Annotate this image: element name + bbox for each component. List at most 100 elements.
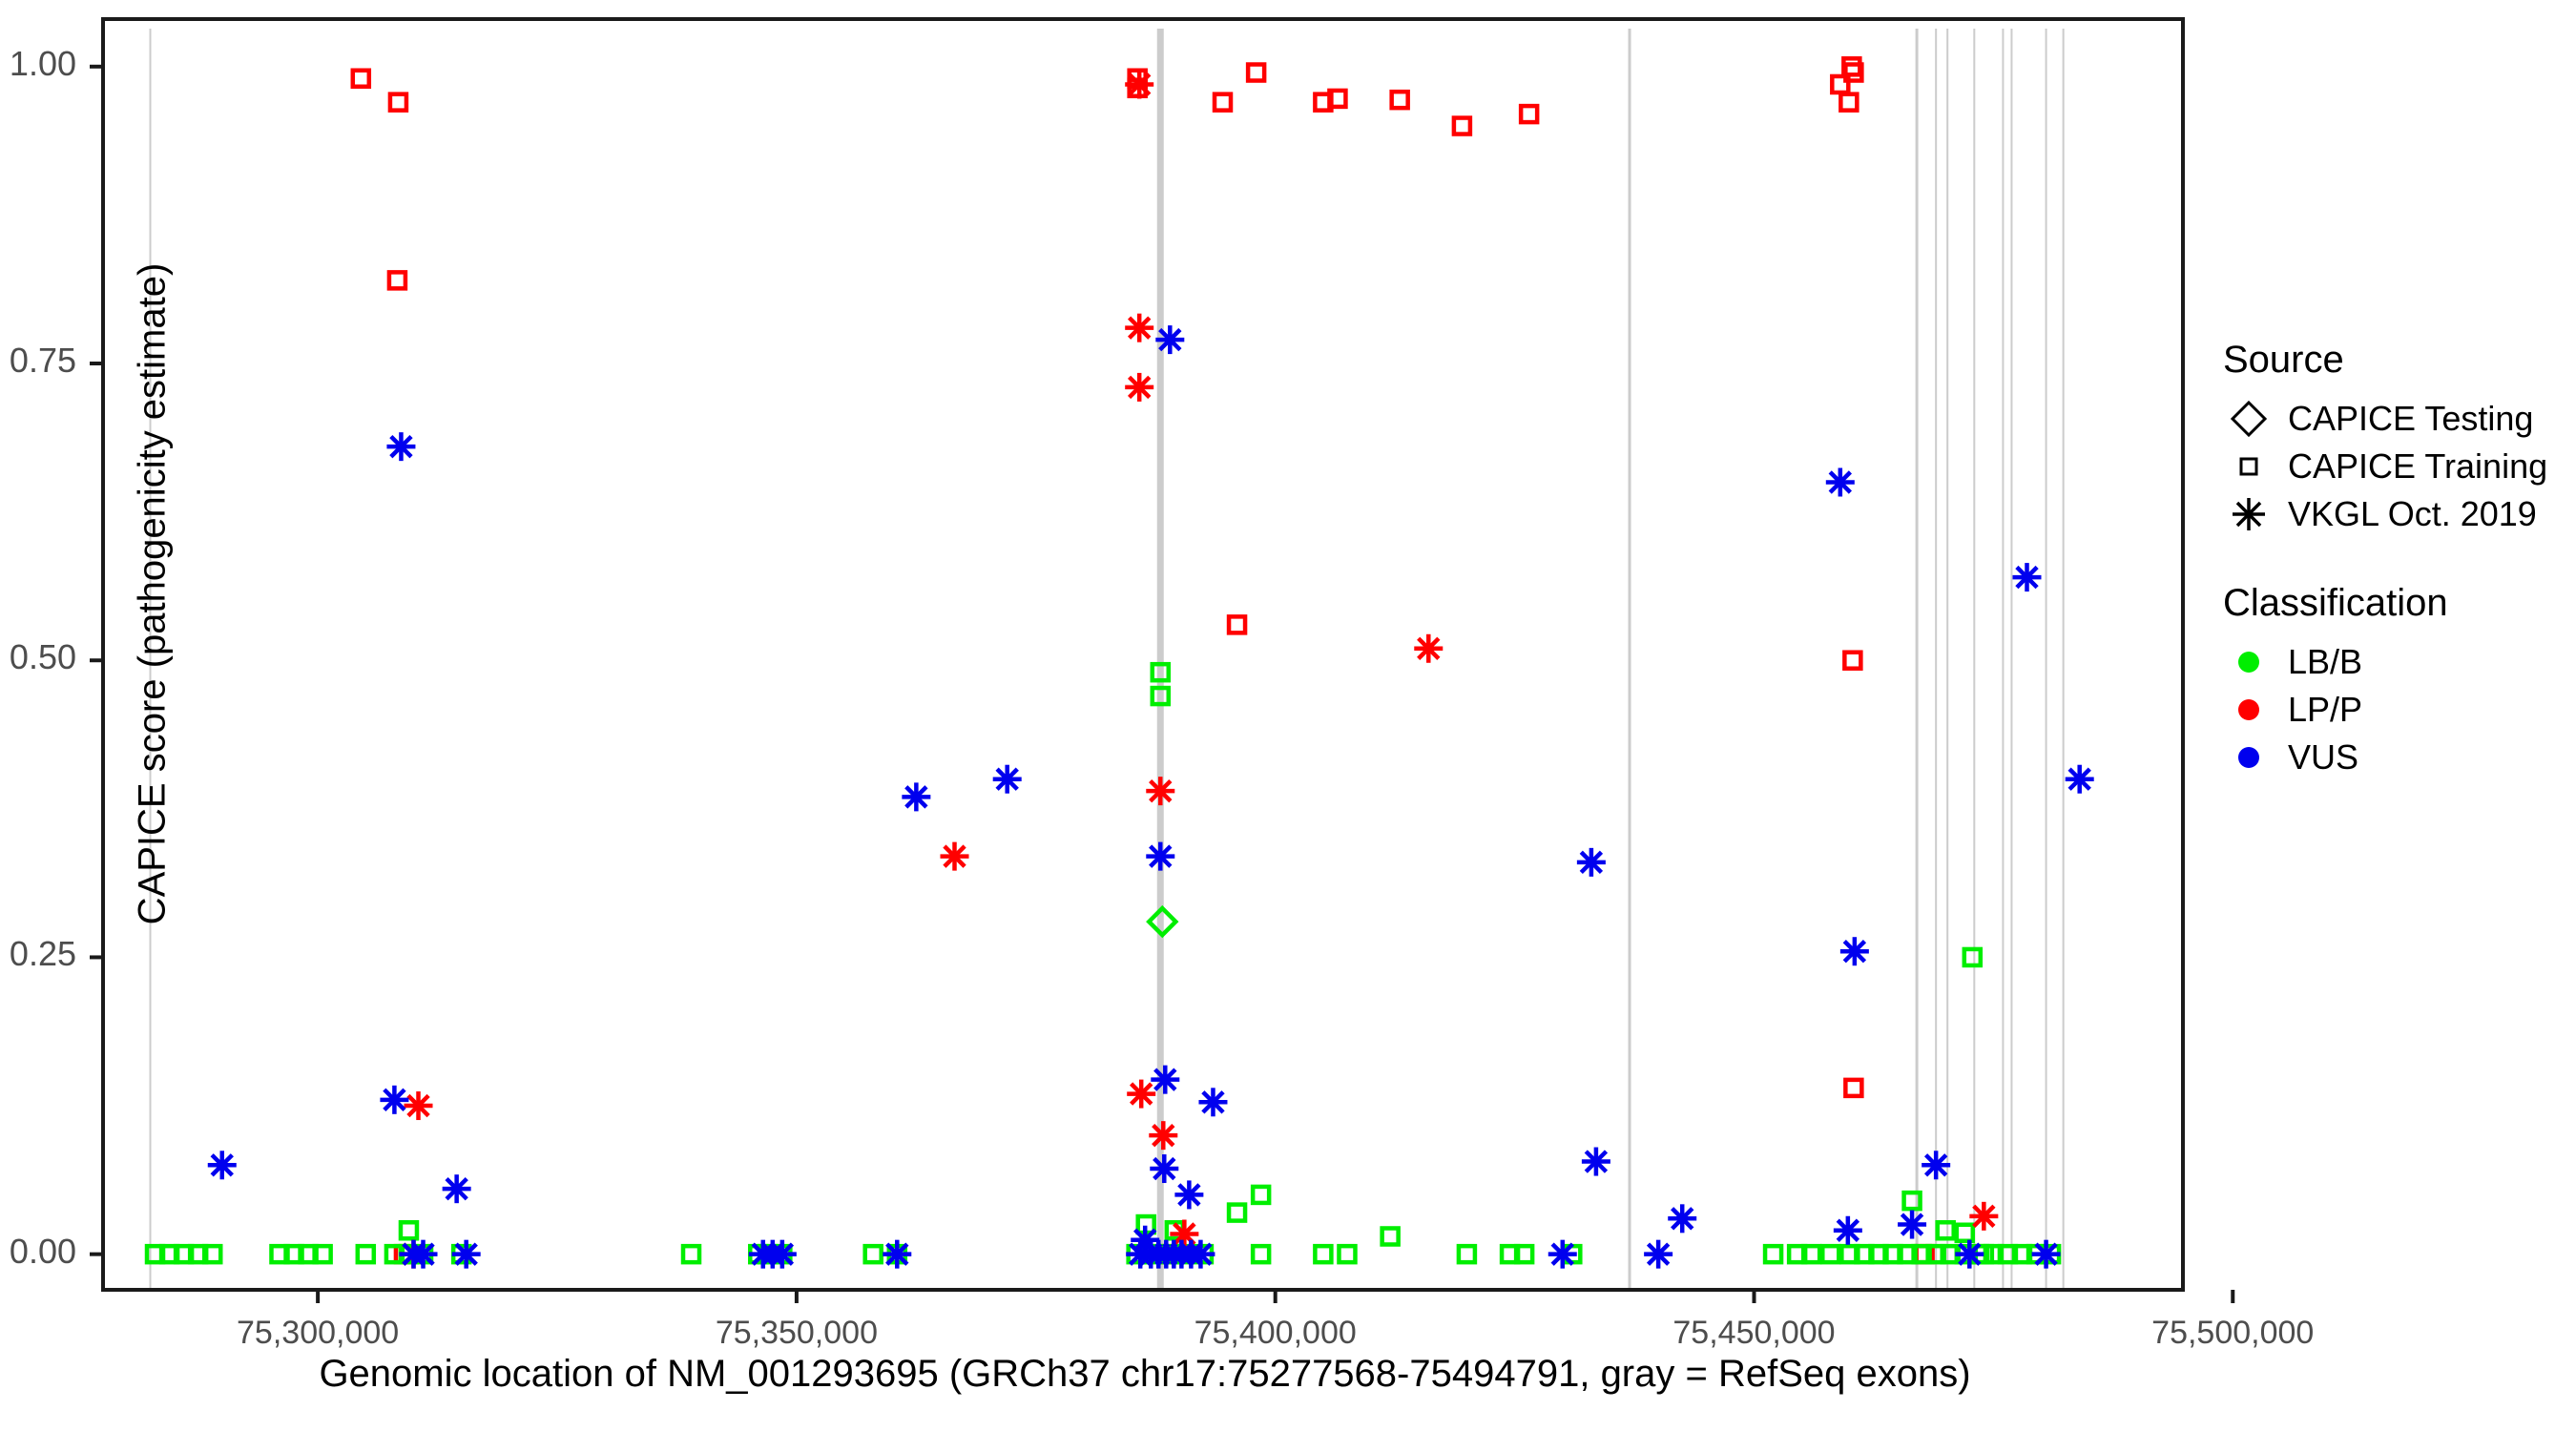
marker-asterisk: [1898, 1210, 1927, 1239]
marker-square: [355, 1243, 377, 1265]
exon-line: [2010, 29, 2013, 1290]
marker-square: [1250, 1243, 1272, 1265]
marker-asterisk: [1125, 70, 1154, 99]
marker-asterisk: [1125, 313, 1154, 342]
axis-tick-marks: [90, 64, 2235, 1303]
marker-asterisk: [1955, 1239, 1984, 1269]
marker-square: [1250, 1184, 1272, 1206]
legend-item-source[interactable]: CAPICE Training: [2223, 443, 2566, 490]
marker-asterisk: [1146, 841, 1175, 871]
marker-asterisk: [940, 841, 969, 871]
marker-asterisk: [2012, 563, 2042, 592]
marker-asterisk: [2065, 764, 2094, 794]
series-group: [1146, 904, 1179, 939]
marker-square: [1226, 1202, 1248, 1223]
marker-asterisk: [1155, 325, 1185, 355]
y-tick-label: 0.25: [9, 934, 76, 974]
red-dot-icon: [2223, 686, 2275, 734]
marker-square: [1842, 650, 1863, 671]
legend-item-label: CAPICE Testing: [2288, 399, 2534, 438]
marker-asterisk: [1198, 1088, 1228, 1117]
marker-square: [1839, 92, 1859, 113]
marker-square: [1513, 1243, 1535, 1265]
marker-square: [1518, 103, 1540, 125]
marker-square: [1843, 1077, 1864, 1099]
marker-asterisk: [442, 1174, 471, 1204]
marker-square: [1954, 1222, 1976, 1243]
marker-asterisk: [207, 1151, 237, 1180]
marker-square: [1150, 661, 1172, 683]
legend-item-label: LP/P: [2288, 690, 2363, 729]
marker-asterisk: [408, 1239, 438, 1269]
marker-square: [1935, 1220, 1956, 1241]
asterisk-icon: [2233, 498, 2265, 530]
exon-line: [1973, 29, 1976, 1290]
panel-frame: [101, 17, 2185, 1292]
marker-asterisk: [1548, 1239, 1577, 1269]
marker-asterisk: [404, 1091, 433, 1121]
marker-square: [1380, 1226, 1401, 1247]
marker-asterisk: [1125, 372, 1154, 402]
marker-square: [350, 68, 372, 89]
legend-item-label: CAPICE Training: [2288, 446, 2548, 486]
marker-asterisk: [1151, 1065, 1180, 1094]
square-outline-icon: [2223, 443, 2275, 490]
marker-asterisk: [1146, 777, 1175, 806]
exon-line: [2045, 29, 2047, 1290]
marker-asterisk: [1668, 1204, 1697, 1234]
exon-line: [2062, 29, 2065, 1290]
marker-square: [1313, 1243, 1334, 1265]
marker-asterisk: [1644, 1239, 1673, 1269]
marker-square: [1327, 88, 1348, 110]
exon-line: [1915, 29, 1919, 1290]
marker-asterisk: [883, 1239, 912, 1269]
y-axis-title: CAPICE score (pathogenicity estimate): [131, 262, 174, 925]
marker-asterisk: [1969, 1201, 1999, 1231]
legend-item-classification[interactable]: VUS: [2223, 734, 2566, 781]
marker-asterisk: [1131, 1225, 1160, 1255]
marker-asterisk: [767, 1239, 797, 1269]
marker-square: [1456, 1243, 1478, 1265]
legend-item-classification[interactable]: LB/B: [2223, 638, 2566, 686]
legend-item-label: LB/B: [2288, 642, 2363, 681]
exon-line: [1935, 29, 1938, 1290]
y-tick-label: 0.50: [9, 637, 76, 677]
legend-item-source[interactable]: CAPICE Testing: [2223, 395, 2566, 443]
square-outline-icon: [2239, 457, 2258, 476]
marker-square: [1212, 92, 1234, 113]
marker-square: [398, 1220, 420, 1241]
marker-square: [386, 270, 408, 291]
marker-square: [862, 1243, 883, 1265]
y-tick-label: 0.00: [9, 1231, 76, 1271]
y-tick-label: 1.00: [9, 43, 76, 83]
series-group: [399, 70, 1999, 1269]
marker-square: [387, 92, 409, 113]
blue-dot-icon: [2223, 734, 2275, 781]
marker-asterisk: [1174, 1180, 1204, 1210]
plot-panel-border: [101, 17, 2185, 1292]
exon-line: [1628, 29, 1631, 1290]
green-dot-icon: [2223, 638, 2275, 686]
marker-asterisk: [1186, 1239, 1215, 1269]
marker-square: [1800, 1243, 1822, 1265]
x-tick-label: 75,400,000: [1194, 1315, 1357, 1351]
diamond-outline-icon: [2223, 395, 2275, 443]
legend-title-source: Source: [2223, 339, 2344, 381]
marker-asterisk: [380, 1085, 409, 1114]
exon-line: [1156, 29, 1164, 1290]
legend-group-classification: Classification LB/B LP/P VUS: [2223, 582, 2566, 781]
marker-diamond: [1146, 904, 1179, 939]
x-tick-label: 75,450,000: [1672, 1315, 1836, 1351]
marker-asterisk: [1833, 1215, 1862, 1245]
marker-square: [1843, 62, 1864, 83]
marker-asterisk: [451, 1239, 481, 1269]
legend-item-label: VUS: [2288, 737, 2359, 777]
dot-icon: [2238, 747, 2259, 768]
exon-line: [149, 29, 152, 1290]
marker-asterisk: [1170, 1219, 1199, 1249]
legend-item-source[interactable]: VKGL Oct. 2019: [2223, 490, 2566, 538]
marker-square: [1762, 1243, 1784, 1265]
marker-square: [1901, 1190, 1922, 1212]
marker-asterisk: [386, 432, 416, 462]
legend-item-classification[interactable]: LP/P: [2223, 686, 2566, 734]
